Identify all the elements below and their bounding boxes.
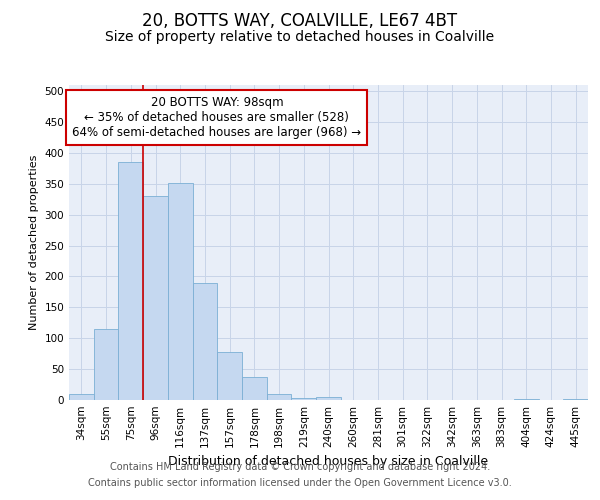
Bar bbox=[168, 182, 193, 400]
Y-axis label: Number of detached properties: Number of detached properties bbox=[29, 155, 39, 330]
Text: 20 BOTTS WAY: 98sqm
← 35% of detached houses are smaller (528)
64% of semi-detac: 20 BOTTS WAY: 98sqm ← 35% of detached ho… bbox=[73, 96, 361, 139]
Text: Size of property relative to detached houses in Coalville: Size of property relative to detached ho… bbox=[106, 30, 494, 44]
Bar bbox=[193, 282, 217, 400]
Bar bbox=[514, 399, 539, 400]
Text: Contains public sector information licensed under the Open Government Licence v3: Contains public sector information licen… bbox=[88, 478, 512, 488]
Bar bbox=[267, 394, 292, 400]
Bar bbox=[316, 397, 341, 400]
Text: Contains HM Land Registry data © Crown copyright and database right 2024.: Contains HM Land Registry data © Crown c… bbox=[110, 462, 490, 472]
Bar bbox=[242, 377, 267, 400]
Bar bbox=[143, 196, 168, 400]
Bar bbox=[563, 399, 588, 400]
Bar bbox=[217, 352, 242, 400]
Bar bbox=[118, 162, 143, 400]
Bar bbox=[69, 394, 94, 400]
X-axis label: Distribution of detached houses by size in Coalville: Distribution of detached houses by size … bbox=[169, 456, 488, 468]
Bar bbox=[94, 329, 118, 400]
Text: 20, BOTTS WAY, COALVILLE, LE67 4BT: 20, BOTTS WAY, COALVILLE, LE67 4BT bbox=[142, 12, 458, 30]
Bar bbox=[292, 398, 316, 400]
